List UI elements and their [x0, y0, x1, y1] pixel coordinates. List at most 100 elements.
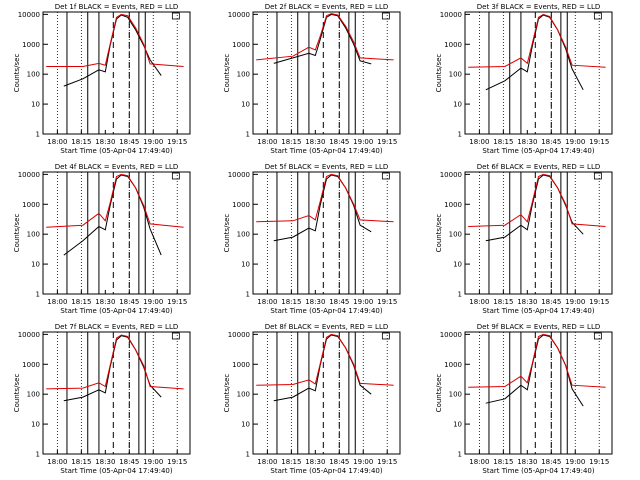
x-axis-label: Start Time (05-Apr-04 17:49:40) — [270, 307, 382, 315]
y-tick-label: 10 — [31, 261, 40, 269]
series-line-lld — [468, 333, 606, 388]
flag-marker-box — [593, 172, 602, 180]
y-axis-label: Counts/sec — [223, 54, 231, 93]
detector-panel-1: Det 1f BLACK = Events, RED = LLD 1 10 100 10… — [13, 3, 191, 155]
series-line-events — [273, 174, 372, 242]
x-tick-label: 18:30 — [95, 138, 115, 146]
x-tick-label: 18:00 — [47, 138, 67, 146]
x-tick-label: 18:30 — [517, 298, 537, 306]
flag-marker-box — [171, 12, 180, 20]
y-tick-label: 1 — [458, 131, 462, 139]
x-tick-label: 18:30 — [517, 138, 537, 146]
panel-title: Det 5f BLACK = Events, RED = LLD — [265, 163, 388, 171]
y-tick-label: 1000 — [232, 361, 250, 369]
y-tick-label: 100 — [449, 231, 462, 239]
y-tick-label: 1 — [36, 131, 40, 139]
detector-panel-6: Det 6f BLACK = Events, RED = LLD 1 10 100 10… — [435, 163, 613, 315]
x-tick-label: 18:45 — [119, 298, 139, 306]
series-line-lld — [468, 173, 606, 227]
panel-title: Det 2f BLACK = Events, RED = LLD — [265, 3, 388, 11]
x-tick-label: 18:45 — [329, 138, 349, 146]
y-tick-label: 10000 — [228, 11, 250, 19]
plot-frame — [42, 171, 191, 295]
x-tick-label: 19:00 — [353, 458, 373, 466]
plot-frame — [252, 171, 401, 295]
y-tick-label: 100 — [237, 391, 250, 399]
x-tick-label: 18:45 — [119, 458, 139, 466]
y-tick-label: 10 — [241, 261, 250, 269]
x-tick-label: 18:45 — [541, 298, 561, 306]
series-line-events — [485, 174, 584, 242]
x-tick-label: 19:15 — [589, 138, 609, 146]
y-axis-label: Counts/sec — [223, 214, 231, 253]
y-tick-label: 1 — [246, 291, 250, 299]
x-tick-label: 18:15 — [71, 458, 91, 466]
x-tick-label: 19:15 — [167, 138, 187, 146]
series-line-lld — [256, 173, 394, 223]
x-tick-label: 18:45 — [119, 138, 139, 146]
series-line-lld — [46, 13, 184, 67]
detector-panel-7: Det 7f BLACK = Events, RED = LLD 1 10 100 10… — [13, 323, 191, 475]
x-tick-label: 18:15 — [493, 138, 513, 146]
y-tick-label: 10 — [453, 101, 462, 109]
detector-panel-8: Det 8f BLACK = Events, RED = LLD 1 10 100 10… — [223, 323, 401, 475]
x-tick-label: 18:00 — [257, 458, 277, 466]
x-axis-label: Start Time (05-Apr-04 17:49:40) — [60, 307, 172, 315]
flag-marker-box — [381, 172, 390, 180]
x-tick-label: 19:15 — [377, 138, 397, 146]
series-line-lld — [46, 334, 184, 390]
y-axis-label: Counts/sec — [435, 374, 443, 413]
x-tick-label: 18:00 — [257, 138, 277, 146]
x-tick-label: 19:15 — [589, 458, 609, 466]
x-tick-label: 19:00 — [143, 138, 163, 146]
y-tick-label: 10000 — [440, 331, 462, 339]
series-line-lld — [468, 13, 606, 68]
detector-panel-9: Det 9f BLACK = Events, RED = LLD 1 10 100 10… — [435, 323, 613, 475]
y-tick-label: 100 — [449, 71, 462, 79]
x-axis-label: Start Time (05-Apr-04 17:49:40) — [270, 467, 382, 475]
x-tick-label: 19:00 — [353, 138, 373, 146]
x-tick-label: 18:30 — [95, 298, 115, 306]
series-line-events — [485, 334, 584, 407]
series-line-events — [273, 334, 372, 402]
y-axis-label: Counts/sec — [223, 374, 231, 413]
plot-frame — [252, 11, 401, 135]
series-line-events — [63, 174, 162, 256]
detector-panel-4: Det 4f BLACK = Events, RED = LLD 1 10 100 10… — [13, 163, 191, 315]
y-axis-label: Counts/sec — [13, 214, 21, 253]
flag-marker-box — [171, 332, 180, 340]
panel-title: Det 4f BLACK = Events, RED = LLD — [55, 163, 178, 171]
plot-frame — [464, 171, 613, 295]
y-tick-label: 10000 — [440, 11, 462, 19]
x-tick-label: 18:30 — [517, 458, 537, 466]
x-tick-label: 19:00 — [565, 298, 585, 306]
y-tick-label: 1000 — [444, 361, 462, 369]
y-tick-label: 10000 — [18, 331, 40, 339]
x-tick-label: 18:15 — [281, 298, 301, 306]
y-axis-label: Counts/sec — [435, 214, 443, 253]
x-tick-label: 19:00 — [143, 458, 163, 466]
panel-title: Det 3f BLACK = Events, RED = LLD — [477, 3, 600, 11]
y-tick-label: 100 — [237, 231, 250, 239]
flag-marker-box — [593, 332, 602, 340]
y-tick-label: 10 — [241, 421, 250, 429]
x-tick-label: 18:15 — [71, 138, 91, 146]
y-tick-label: 1 — [36, 291, 40, 299]
x-tick-label: 18:00 — [469, 458, 489, 466]
flag-marker-box — [381, 12, 390, 20]
y-tick-label: 1 — [458, 451, 462, 459]
detector-panel-5: Det 5f BLACK = Events, RED = LLD 1 10 100 10… — [223, 163, 401, 315]
panel-title: Det 7f BLACK = Events, RED = LLD — [55, 323, 178, 331]
series-line-events — [273, 13, 372, 65]
x-tick-label: 18:00 — [469, 298, 489, 306]
x-tick-label: 18:00 — [47, 458, 67, 466]
y-tick-label: 1 — [246, 131, 250, 139]
x-tick-label: 18:30 — [305, 458, 325, 466]
x-tick-label: 18:15 — [281, 138, 301, 146]
series-line-events — [485, 14, 584, 91]
x-tick-label: 19:00 — [565, 458, 585, 466]
panel-title: Det 6f BLACK = Events, RED = LLD — [477, 163, 600, 171]
x-tick-label: 18:15 — [71, 298, 91, 306]
x-tick-label: 19:15 — [589, 298, 609, 306]
series-line-lld — [256, 13, 394, 61]
